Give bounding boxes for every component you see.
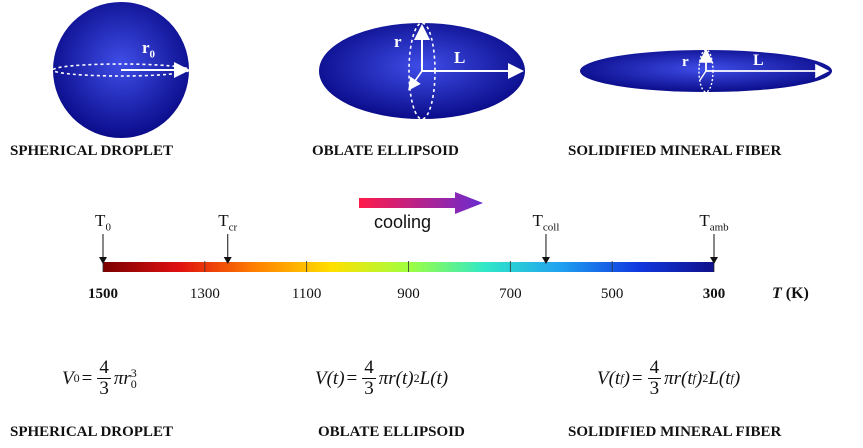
- bottom-spherical-title: SPHERICAL DROPLET: [10, 424, 173, 440]
- temperature-marker-label: T0: [95, 211, 111, 234]
- spherical-droplet-shape: [52, 2, 190, 138]
- bottom-oblate-title: OBLATE ELLIPSOID: [318, 424, 465, 440]
- temperature-marker-label: Tcr: [218, 211, 238, 234]
- tick-label: 900: [397, 286, 420, 302]
- cooling-arrow: [359, 192, 483, 214]
- fiber-length-label: L: [753, 52, 764, 69]
- temperature-marker-arrows: [99, 234, 718, 264]
- spherical-droplet-title: SPHERICAL DROPLET: [10, 143, 173, 159]
- cooling-label: cooling: [374, 212, 432, 232]
- temperature-marker-label: Tamb: [699, 211, 729, 234]
- tick-label: 500: [600, 286, 624, 302]
- temperature-marker-label: Tcoll: [532, 211, 560, 234]
- oblate-length-label: L: [454, 48, 466, 67]
- tick-label: 1500: [88, 286, 118, 302]
- tick-label: 1100: [291, 286, 322, 302]
- sphere-radius-label: r0: [142, 38, 156, 61]
- marker-arrow-head: [99, 257, 107, 264]
- marker-arrow-head: [710, 257, 718, 264]
- tick-label: 1300: [189, 286, 220, 302]
- marker-arrow-head: [223, 257, 232, 264]
- depth-arrow: [408, 70, 423, 91]
- tick-label: 300: [702, 286, 726, 302]
- fiber-title: SOLIDIFIED MINERAL FIBER: [568, 143, 782, 159]
- oblate-ellipsoid-shape: [319, 22, 525, 120]
- temperature-axis-unit: T (K): [772, 285, 809, 302]
- fiber-radius-label: r: [682, 54, 689, 70]
- shapes-illustration: [52, 2, 832, 138]
- fiber-shape: [580, 48, 832, 93]
- bottom-fiber-title: SOLIDIFIED MINERAL FIBER: [568, 424, 782, 440]
- tick-label: 700: [499, 286, 522, 302]
- depth-arrow: [699, 70, 707, 81]
- oblate-ellipsoid-title: OBLATE ELLIPSOID: [312, 143, 459, 159]
- oblate-radius-label: r: [394, 32, 402, 51]
- marker-arrow-head: [541, 257, 550, 264]
